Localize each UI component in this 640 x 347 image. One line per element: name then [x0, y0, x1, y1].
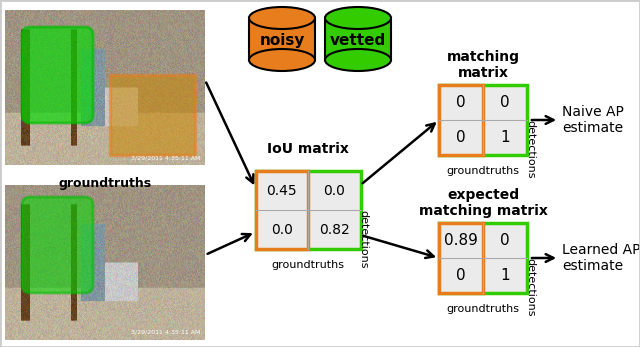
- Text: 0: 0: [456, 130, 466, 145]
- Text: IoU matrix: IoU matrix: [267, 142, 349, 156]
- Text: 1: 1: [500, 130, 510, 145]
- Ellipse shape: [325, 7, 391, 29]
- Ellipse shape: [330, 11, 386, 25]
- Text: groundtruths: groundtruths: [447, 304, 520, 314]
- Text: vetted: vetted: [330, 33, 386, 48]
- Text: Learned AP
estimate: Learned AP estimate: [562, 243, 640, 273]
- FancyBboxPatch shape: [439, 85, 483, 155]
- Ellipse shape: [249, 7, 315, 29]
- Text: 0.82: 0.82: [319, 222, 349, 237]
- Text: 3/29/2011 4:35:11 AM: 3/29/2011 4:35:11 AM: [131, 155, 200, 160]
- Ellipse shape: [249, 49, 315, 71]
- Text: 0: 0: [456, 95, 466, 110]
- Text: Naive AP
estimate: Naive AP estimate: [562, 105, 624, 135]
- Text: expected
matching matrix: expected matching matrix: [419, 188, 547, 218]
- FancyBboxPatch shape: [439, 223, 527, 293]
- Text: 3/29/2011 4:35:11 AM: 3/29/2011 4:35:11 AM: [131, 330, 200, 335]
- FancyBboxPatch shape: [22, 197, 93, 293]
- Text: 0.0: 0.0: [271, 222, 292, 237]
- Text: 0: 0: [500, 95, 510, 110]
- Text: matching
matrix: matching matrix: [447, 50, 520, 80]
- Text: 0: 0: [500, 233, 510, 248]
- Text: 0.0: 0.0: [323, 184, 345, 197]
- Text: detections: detections: [358, 210, 369, 269]
- FancyBboxPatch shape: [255, 171, 360, 249]
- Text: groundtruths: groundtruths: [271, 260, 344, 270]
- FancyBboxPatch shape: [255, 171, 308, 249]
- Text: groundtruths: groundtruths: [447, 166, 520, 176]
- Ellipse shape: [325, 49, 391, 71]
- Polygon shape: [249, 18, 315, 60]
- Text: detections: detections: [525, 120, 535, 178]
- FancyBboxPatch shape: [439, 85, 527, 155]
- Polygon shape: [325, 18, 391, 60]
- Text: detections: detections: [525, 258, 535, 316]
- Text: 0.89: 0.89: [444, 233, 478, 248]
- Ellipse shape: [254, 11, 310, 25]
- FancyBboxPatch shape: [110, 75, 195, 155]
- Text: 0: 0: [456, 268, 466, 283]
- FancyBboxPatch shape: [22, 27, 93, 123]
- FancyBboxPatch shape: [439, 223, 483, 293]
- Text: 1: 1: [500, 268, 510, 283]
- Text: noisy: noisy: [259, 33, 305, 48]
- Text: groundtruths: groundtruths: [58, 177, 152, 190]
- Text: 0.45: 0.45: [266, 184, 297, 197]
